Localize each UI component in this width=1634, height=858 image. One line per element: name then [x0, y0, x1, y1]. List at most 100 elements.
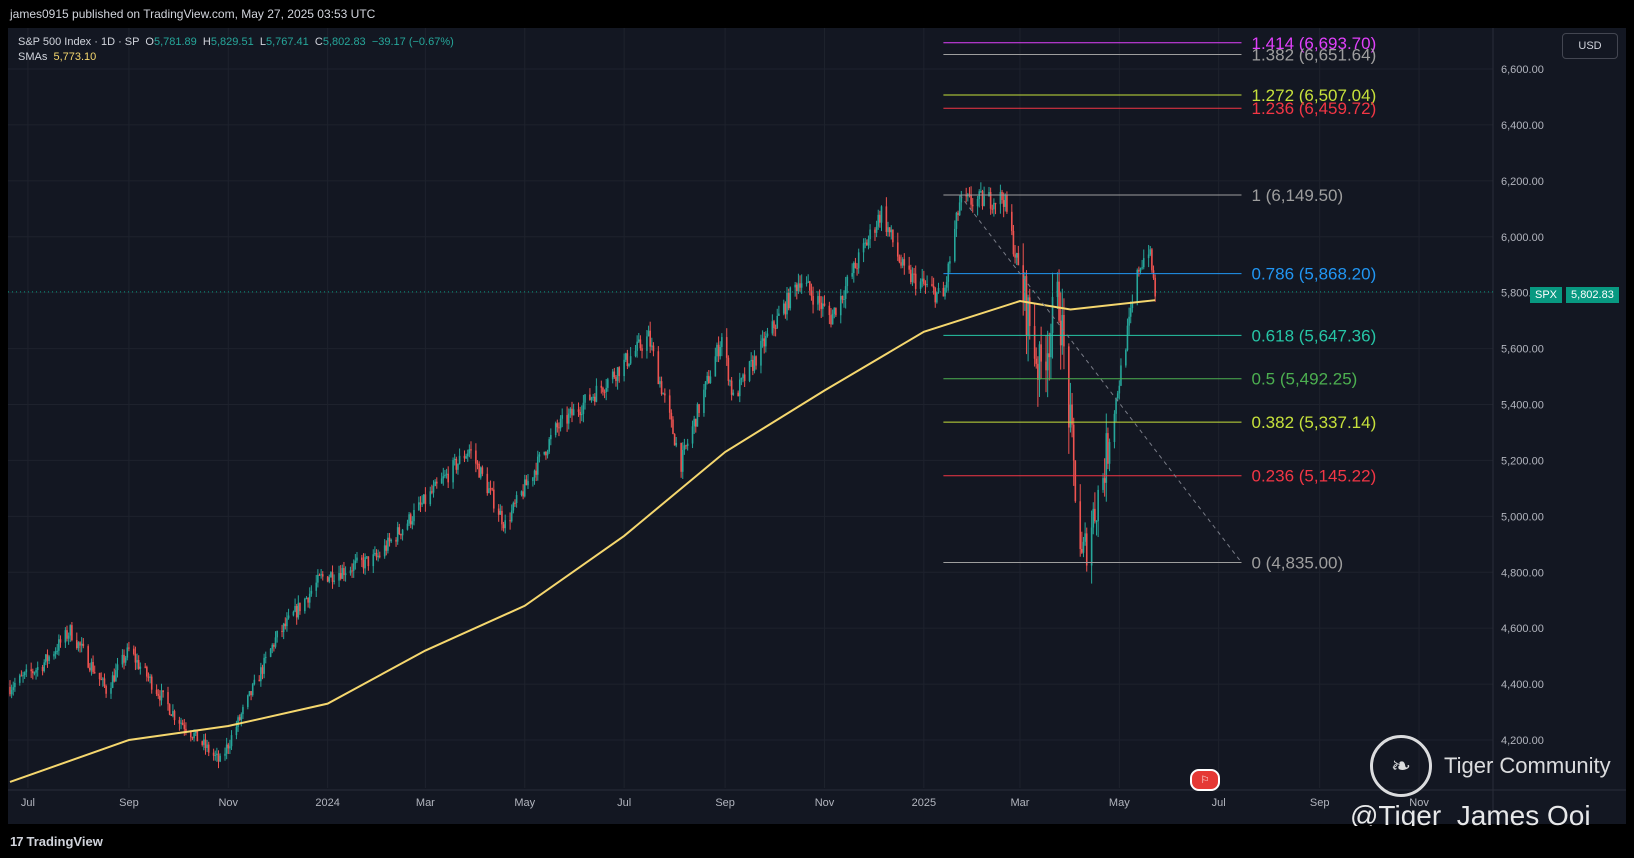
- candle-body: [910, 269, 912, 283]
- candle-body: [282, 623, 285, 632]
- open-value: 5,781.89: [153, 36, 197, 48]
- candle-body: [217, 753, 220, 762]
- symbol-label[interactable]: S&P 500 Index · 1D · SP: [18, 36, 140, 48]
- candle-body: [820, 302, 823, 309]
- candle-body: [623, 359, 625, 377]
- candle-body: [14, 682, 16, 688]
- candle-body: [706, 375, 708, 382]
- candle-body: [330, 572, 332, 578]
- candle-body: [637, 339, 640, 342]
- candle-body: [766, 333, 769, 336]
- candle-body: [932, 285, 935, 289]
- candle-body: [1046, 353, 1049, 371]
- candle-body: [911, 273, 914, 283]
- candle-body: [320, 574, 322, 576]
- candle-body: [970, 194, 972, 205]
- candle-body: [1058, 281, 1060, 321]
- candle-body: [1024, 276, 1026, 302]
- candle-body: [321, 574, 324, 577]
- candle-body: [372, 554, 375, 567]
- candle-body: [892, 229, 894, 243]
- candle-body: [100, 679, 103, 681]
- x-tick-label: Sep: [119, 797, 139, 809]
- low-value: 5,767.41: [265, 36, 309, 48]
- candle-body: [732, 392, 735, 395]
- candle-body: [572, 409, 575, 416]
- candle-body: [810, 290, 813, 296]
- candle-body: [784, 303, 787, 315]
- candle-body: [333, 580, 335, 582]
- candle-body: [831, 313, 834, 325]
- candle-body: [45, 654, 47, 663]
- y-tick-label: 6,400.00: [1501, 120, 1544, 132]
- candle-body: [111, 675, 114, 688]
- candle-body: [716, 344, 718, 357]
- candle-body: [981, 191, 984, 207]
- chart-area[interactable]: 4,200.00 4,400.00 4,600.00 4,800.00 5,000.00…: [8, 28, 1626, 824]
- candle-body: [23, 672, 26, 676]
- candle-body: [411, 521, 414, 525]
- x-tick-label: Jul: [21, 797, 35, 809]
- candle-body: [1097, 489, 1099, 522]
- candle-body: [579, 411, 581, 416]
- candle-body: [730, 380, 733, 395]
- candle-body: [9, 686, 11, 695]
- candle-body: [673, 433, 676, 446]
- candle-body: [466, 453, 469, 457]
- candle-body: [782, 303, 785, 314]
- candle-body: [431, 491, 433, 493]
- candle-body: [857, 252, 860, 269]
- candle-body: [611, 371, 614, 380]
- candle-body: [25, 669, 28, 673]
- currency-button[interactable]: USD: [1562, 33, 1618, 59]
- candle-body: [1050, 333, 1052, 358]
- candle-body: [919, 281, 922, 289]
- candle-body: [1011, 211, 1013, 231]
- candle-body: [1017, 253, 1020, 266]
- candle-body: [295, 605, 298, 618]
- candle-body: [429, 491, 432, 505]
- candle-body: [561, 415, 564, 419]
- candle-body: [216, 753, 218, 755]
- price-chart[interactable]: 4,200.00 4,400.00 4,600.00 4,800.00 5,000.00…: [8, 28, 1626, 824]
- candle-body: [885, 206, 888, 232]
- fib-level-label: 1 (6,149.50): [1251, 186, 1343, 205]
- candle-body: [87, 646, 89, 668]
- candle-body: [147, 676, 150, 678]
- tradingview-logo[interactable]: 17 TradingView: [10, 834, 103, 849]
- candle-body: [240, 714, 243, 720]
- candle-body: [786, 292, 788, 315]
- candle-body: [571, 408, 573, 416]
- candle-body: [760, 340, 762, 366]
- candle-body: [344, 573, 347, 576]
- candle-body: [1002, 200, 1005, 207]
- candle-body: [98, 672, 101, 680]
- candle-body: [1136, 269, 1139, 303]
- us-flag-icon[interactable]: ⚐: [1190, 769, 1220, 791]
- candle-body: [201, 741, 204, 745]
- close-label: C: [314, 36, 323, 48]
- candle-body: [328, 577, 331, 582]
- candle-body: [921, 278, 924, 282]
- candle-body: [253, 679, 256, 685]
- candle-body: [418, 502, 420, 511]
- candle-body: [374, 552, 376, 555]
- candle-body: [1033, 326, 1036, 359]
- candle-body: [1139, 268, 1142, 272]
- candle-body: [523, 479, 526, 497]
- candle-body: [424, 494, 427, 505]
- candle-body: [1035, 358, 1038, 364]
- candle-body: [817, 296, 819, 305]
- candle-body: [605, 387, 607, 393]
- candle-body: [1056, 281, 1059, 297]
- candle-body: [823, 303, 826, 306]
- candle-body: [686, 443, 689, 447]
- candle-body: [237, 717, 239, 727]
- candle-body: [900, 262, 902, 266]
- sma-label[interactable]: SMAs: [18, 51, 48, 63]
- candle-body: [795, 284, 798, 292]
- candle-body: [680, 442, 682, 472]
- candle-body: [797, 283, 800, 292]
- candle-body: [1120, 365, 1122, 386]
- candle-body: [297, 602, 300, 618]
